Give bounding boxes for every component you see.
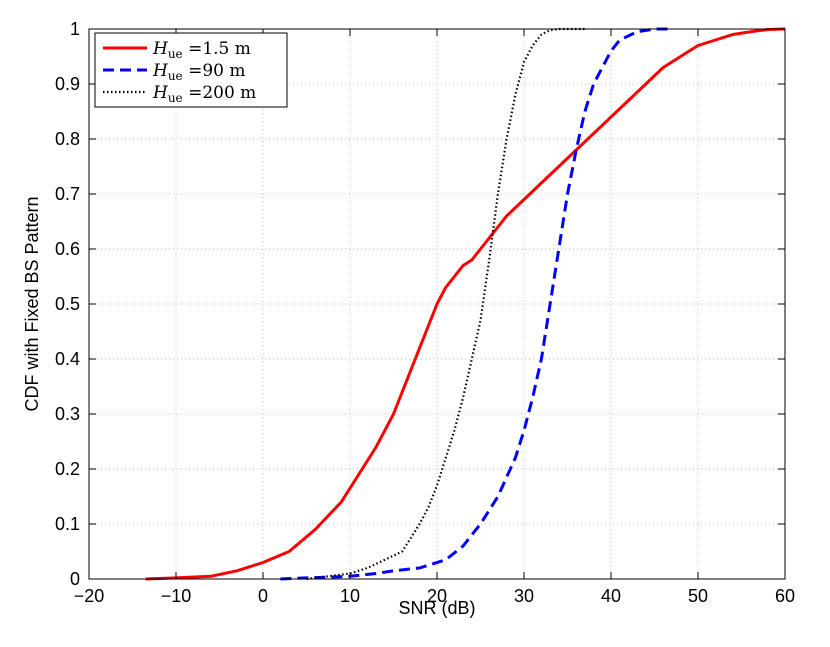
x-tick-label: 10	[340, 586, 360, 606]
series-line-3	[306, 27, 585, 581]
y-tick-label: 0.3	[55, 404, 80, 424]
series-line-1	[145, 27, 786, 581]
x-axis-label: SNR (dB)	[398, 598, 475, 618]
legend-label-2: Hue =90 m	[152, 61, 245, 83]
y-tick-label: 0.4	[55, 349, 80, 369]
x-tick-label: −20	[74, 586, 105, 606]
y-tick-label: 1	[70, 19, 80, 39]
y-tick-label: 0.6	[55, 239, 80, 259]
y-axis-label: CDF with Fixed BS Pattern	[22, 196, 42, 411]
y-tick-label: 0.9	[55, 74, 80, 94]
axes-box	[88, 28, 786, 580]
tick-labels: −20 −10 0 10 20 30 40 50 60 0 0.1 0.2 0.3 0.4 0.5 0.6 0.…	[55, 19, 795, 606]
axes	[88, 28, 786, 580]
x-tick-label: 40	[601, 586, 621, 606]
series-line-2	[280, 27, 672, 581]
y-tick-label: 0.2	[55, 459, 80, 479]
x-tick-label: 20	[427, 586, 447, 606]
series-layer	[145, 27, 786, 581]
x-tick-label: −10	[161, 586, 192, 606]
y-tick-label: 0.5	[55, 294, 80, 314]
x-tick-label: 50	[688, 586, 708, 606]
x-tick-label: 0	[258, 586, 268, 606]
y-tick-label: 0.1	[55, 514, 80, 534]
y-tick-label: 0	[70, 569, 80, 589]
legend-label-1: Hue =1.5 m	[152, 39, 251, 61]
x-tick-label: 60	[775, 586, 795, 606]
y-tick-label: 0.7	[55, 184, 80, 204]
x-tick-label: 30	[514, 586, 534, 606]
y-tick-label: 0.8	[55, 129, 80, 149]
legend-label-3: Hue =200 m	[152, 83, 256, 105]
